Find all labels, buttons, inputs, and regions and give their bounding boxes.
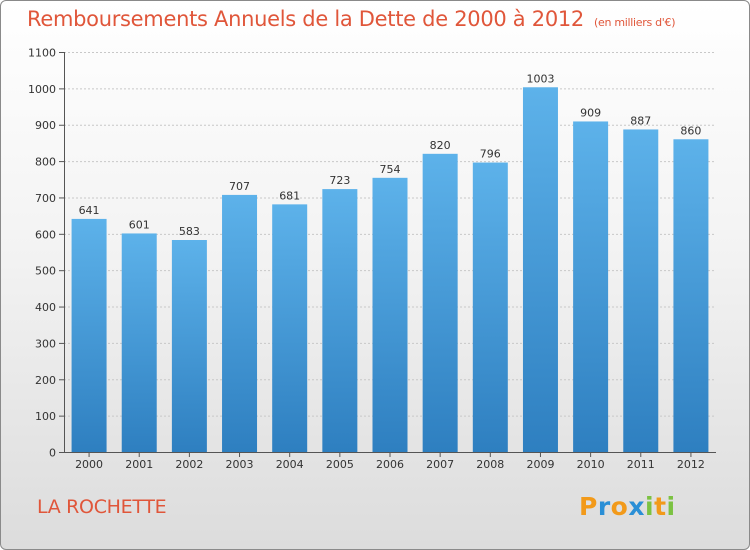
data-label: 796 — [480, 148, 501, 161]
bar — [171, 240, 207, 452]
x-tick-label: 2005 — [326, 458, 354, 471]
data-label: 754 — [380, 163, 401, 176]
commune-name: LA ROCHETTE — [37, 496, 167, 518]
bar — [623, 129, 659, 453]
unit-label: (en milliers d'€) — [594, 16, 676, 29]
x-tick-label: 2008 — [476, 458, 504, 471]
y-tick-label: 500 — [35, 265, 56, 278]
chart-title-text: Remboursements Annuels de la Dette de 20… — [27, 7, 584, 31]
data-label: 909 — [580, 106, 601, 119]
data-label: 887 — [630, 114, 651, 127]
bar — [472, 162, 508, 452]
y-tick-label: 0 — [49, 447, 56, 460]
logo-letter: o — [610, 492, 629, 521]
data-label: 820 — [430, 139, 451, 152]
axes: 0 100 200 300 400 500 600 700 800 900 1000 1100 — [28, 47, 716, 460]
data-label: 681 — [279, 189, 300, 202]
x-tick-label: 2002 — [175, 458, 203, 471]
x-tick-label: 2010 — [577, 458, 605, 471]
logo-letter: i — [645, 492, 655, 521]
x-tick-label: 2001 — [125, 458, 153, 471]
bar — [522, 87, 558, 452]
logo-letter: r — [597, 492, 611, 521]
x-tick-label: 2004 — [276, 458, 304, 471]
logo-letter: P — [579, 492, 598, 521]
bar — [272, 204, 308, 452]
y-tick-label: 1100 — [28, 47, 56, 60]
x-tick-label: 2012 — [677, 458, 705, 471]
logo-letter: t — [654, 492, 667, 521]
y-tick-label: 200 — [35, 374, 56, 387]
logo-letter: i — [666, 492, 676, 521]
bar — [222, 194, 258, 452]
y-tick-label: 100 — [35, 410, 56, 423]
x-tick-label: 2006 — [376, 458, 404, 471]
data-label: 1003 — [526, 72, 554, 85]
data-label: 601 — [129, 218, 150, 231]
data-label: 860 — [680, 124, 701, 137]
bar — [422, 153, 458, 452]
bar — [673, 139, 709, 453]
logo-letter: x — [628, 492, 645, 521]
y-tick-label: 1000 — [28, 83, 56, 96]
y-tick-label: 800 — [35, 156, 56, 169]
y-tick-label: 900 — [35, 119, 56, 132]
data-label: 583 — [179, 225, 200, 238]
y-tick-label: 600 — [35, 228, 56, 241]
bar — [121, 233, 157, 452]
x-tick-label: 2000 — [75, 458, 103, 471]
y-tick-label: 300 — [35, 337, 56, 350]
y-tick-label: 700 — [35, 192, 56, 205]
bar — [322, 189, 358, 452]
x-tick-label: 2009 — [526, 458, 554, 471]
data-label: 641 — [79, 204, 100, 217]
bar — [573, 121, 609, 453]
x-tick-label: 2011 — [627, 458, 655, 471]
chart-title: Remboursements Annuels de la Dette de 20… — [27, 7, 675, 31]
bar — [372, 177, 408, 452]
x-tick-label: 2003 — [226, 458, 254, 471]
proxiti-logo: Proxiti — [579, 492, 676, 521]
x-tick-label: 2007 — [426, 458, 454, 471]
y-tick-label: 400 — [35, 301, 56, 314]
data-label: 723 — [329, 174, 350, 187]
bars — [71, 87, 709, 453]
data-label: 707 — [229, 180, 250, 193]
labels: 2000 641 2001 601 2002 583 2003 707 2004 681 2005 7… — [75, 72, 705, 471]
bar — [71, 218, 107, 452]
